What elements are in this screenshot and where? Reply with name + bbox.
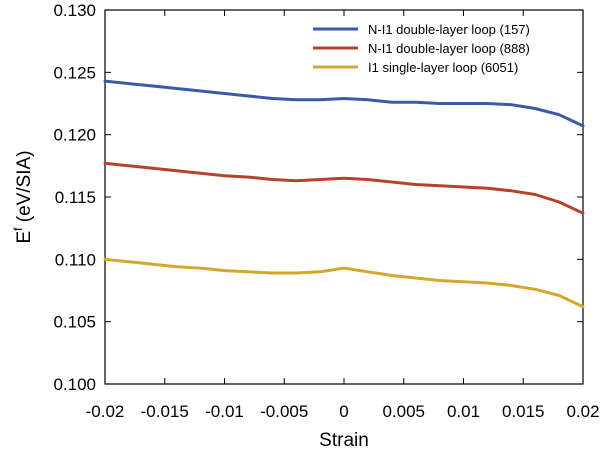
series-line-2 (103, 161, 585, 215)
legend-label-1: N-I1 double-layer loop (157) (368, 22, 530, 37)
y-tick-label: 0.125 (53, 63, 96, 82)
y-tick-label: 0.130 (53, 1, 96, 20)
series-layer (103, 79, 585, 309)
y-axis-label-unit: (eV/SIA) (14, 150, 35, 227)
x-tick-label: 0 (339, 402, 348, 421)
y-tick-label: 0.105 (53, 313, 96, 332)
x-tick-label: -0.02 (86, 402, 125, 421)
y-axis-label-superscript: f (11, 227, 25, 231)
y-axis: 0.100 0.105 0.110 0.115 0.120 0.125 0.130 (53, 1, 583, 394)
x-tick-label: -0.015 (141, 402, 189, 421)
series-line-1 (103, 79, 585, 128)
x-axis: -0.02 -0.015 -0.01 -0.005 0 0.005 0.01 0.015 0.0… (86, 10, 600, 421)
x-tick-label: 0.005 (382, 402, 425, 421)
x-axis-label: Strain (319, 430, 369, 451)
x-tick-label: -0.01 (205, 402, 244, 421)
y-tick-label: 0.120 (53, 126, 96, 145)
x-tick-label: 0.015 (502, 402, 545, 421)
x-tick-label: -0.005 (260, 402, 308, 421)
x-tick-label: 0.01 (447, 402, 480, 421)
legend-label-2: N-I1 double-layer loop (888) (368, 41, 530, 56)
y-axis-label: Ef (eV/SIA) (11, 150, 35, 243)
y-axis-label-main: E (14, 231, 35, 244)
legend: N-I1 double-layer loop (157) N-I1 double-… (313, 22, 530, 75)
x-tick-label: 0.02 (566, 402, 599, 421)
legend-label-3: I1 single-layer loop (6051) (368, 60, 518, 75)
y-tick-label: 0.115 (55, 188, 96, 207)
series-line-3 (103, 257, 585, 309)
y-tick-label: 0.110 (55, 250, 96, 269)
y-tick-label: 0.100 (53, 375, 96, 394)
